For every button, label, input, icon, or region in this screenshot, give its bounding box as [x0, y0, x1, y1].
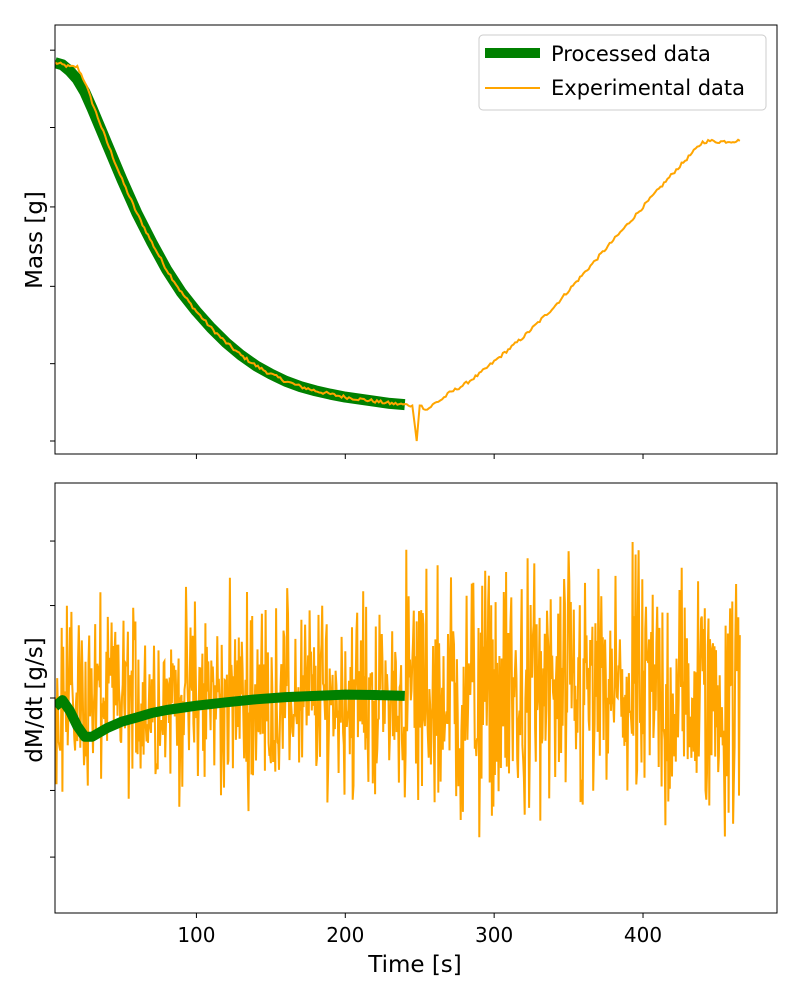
time-x-tick-label-3: 400 — [624, 923, 662, 947]
rate-series-group — [55, 541, 741, 838]
mass-y-axis-label: Mass [g] — [22, 191, 48, 289]
rate-plot: 100 200 300 400 dM/dt [g/s] Time [s] — [22, 482, 778, 978]
series-processed-rate — [55, 689, 405, 742]
mass-plot: Mass [g] Processed data Experimental dat… — [22, 24, 778, 459]
time-x-tick-label-2: 300 — [475, 923, 513, 947]
legend: Processed data Experimental data — [478, 34, 767, 111]
time-x-tick-label-1: 200 — [326, 923, 364, 947]
legend-box — [478, 34, 767, 111]
mass-plot-frame — [54, 24, 778, 455]
rate-y-axis-label: dM/dt [g/s] — [22, 637, 48, 762]
time-x-tick-label-0: 100 — [177, 923, 215, 947]
rate-plot-ticks: 100 200 300 400 — [50, 540, 662, 947]
legend-label-experimental: Experimental data — [551, 76, 745, 100]
legend-label-processed: Processed data — [551, 42, 711, 66]
time-x-axis-label: Time [s] — [367, 952, 462, 978]
mass-plot-ticks — [50, 49, 644, 459]
series-experimental-mass — [55, 61, 741, 442]
mass-series-group — [55, 57, 741, 442]
